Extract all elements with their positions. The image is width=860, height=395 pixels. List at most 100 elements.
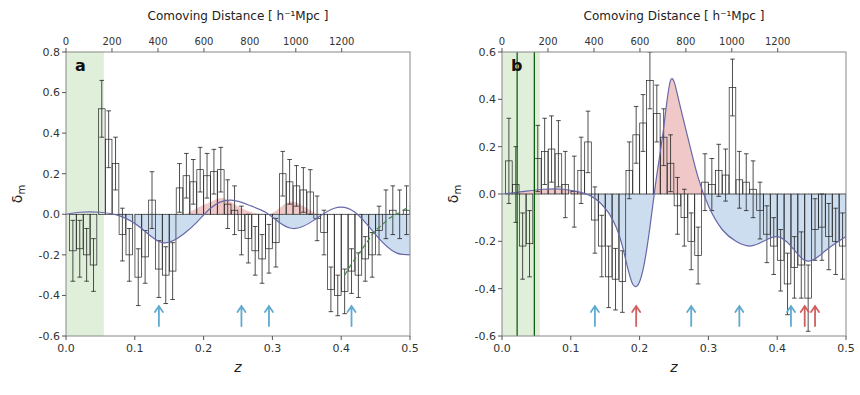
error-bar <box>758 182 763 239</box>
top-x-tick <box>66 48 67 52</box>
y-tick <box>62 336 66 337</box>
fill-below-zero <box>66 214 410 255</box>
error-bar <box>404 186 409 235</box>
error-bar <box>113 137 118 190</box>
error-bar <box>280 151 285 196</box>
y-axis-label: δm <box>9 185 27 203</box>
x-tick-label: 0.0 <box>57 342 75 355</box>
y-tick <box>498 288 502 289</box>
error-bar <box>556 121 561 187</box>
error-bar <box>170 243 175 300</box>
y-tick <box>62 295 66 296</box>
top-x-tick <box>502 48 503 52</box>
y-tick-label: 0.0 <box>479 188 497 201</box>
smooth-line <box>66 200 410 255</box>
x-tick-label: 0.1 <box>562 342 580 355</box>
y-tick <box>498 146 502 147</box>
top-x-tick <box>111 48 112 52</box>
error-bar <box>91 239 96 292</box>
error-bar <box>136 249 141 306</box>
arrow <box>155 306 163 326</box>
error-bar <box>751 161 756 218</box>
error-bar <box>84 228 89 281</box>
error-bar <box>363 237 368 282</box>
x-tick-label: 0.3 <box>264 342 282 355</box>
error-bar <box>627 142 632 199</box>
error-bar <box>370 233 375 278</box>
top-x-tick <box>639 48 640 52</box>
y-tick-label: 0.4 <box>43 127 61 140</box>
error-bar <box>198 147 203 192</box>
error-bar <box>349 249 354 294</box>
error-bar <box>267 224 272 273</box>
error-bar <box>294 166 299 207</box>
error-bar <box>274 218 279 267</box>
error-bar <box>150 172 155 229</box>
top-x-tick <box>249 48 250 52</box>
x-tick <box>410 336 411 340</box>
y-tick-label: 0.8 <box>43 46 61 59</box>
top-x-tick-label: 800 <box>676 36 695 47</box>
error-bar <box>507 118 512 203</box>
error-bar <box>342 269 347 314</box>
error-bar <box>840 213 845 279</box>
error-bar <box>71 220 76 281</box>
error-bar <box>668 135 673 192</box>
arrow <box>811 306 819 326</box>
y-tick <box>498 241 502 242</box>
shaded-region <box>502 52 540 336</box>
top-x-tick-label: 200 <box>102 36 121 47</box>
error-bar <box>744 154 749 211</box>
y-tick-label: 0.6 <box>479 46 497 59</box>
smooth-line <box>502 79 846 287</box>
x-tick-label: 0.4 <box>768 342 786 355</box>
x-tick <box>66 336 67 340</box>
y-tick <box>498 52 502 53</box>
y-tick-label: -0.4 <box>39 289 60 302</box>
arrow <box>591 306 599 326</box>
top-x-axis-label: Comoving Distance [ h⁻¹Mpc ] <box>584 9 765 23</box>
error-bar <box>163 247 168 304</box>
top-x-tick <box>593 48 594 52</box>
x-tick-label: 0.0 <box>493 342 511 355</box>
x-tick-label: 0.3 <box>700 342 718 355</box>
plot-frame <box>66 52 410 336</box>
error-bar <box>730 59 735 116</box>
error-bar <box>397 190 402 239</box>
error-bar <box>765 206 770 263</box>
y-tick-label: -0.6 <box>475 330 496 343</box>
y-tick-label: 0.0 <box>43 208 61 221</box>
error-bar <box>833 208 838 274</box>
error-bar <box>77 220 82 277</box>
error-bar <box>212 149 217 194</box>
x-tick <box>708 336 709 340</box>
x-tick-label: 0.5 <box>401 342 419 355</box>
error-bar <box>710 159 715 211</box>
top-x-tick-label: 0 <box>499 36 505 47</box>
error-bar <box>335 275 340 316</box>
error-bar <box>356 253 361 298</box>
y-tick <box>498 99 502 100</box>
error-bar <box>813 199 818 261</box>
top-x-tick <box>295 48 296 52</box>
error-bar <box>689 213 694 270</box>
error-bar <box>127 228 132 281</box>
x-axis-label: z <box>233 359 242 375</box>
y-tick-label: -0.6 <box>39 330 60 343</box>
arrow <box>801 306 809 326</box>
arrow <box>735 306 743 326</box>
top-x-tick-label: 1200 <box>329 36 354 47</box>
top-x-tick-label: 1000 <box>719 36 744 47</box>
error-bar <box>696 227 701 284</box>
error-bar <box>99 80 104 137</box>
error-bar <box>654 85 659 142</box>
error-bar <box>799 232 804 298</box>
y-tick <box>62 133 66 134</box>
error-bar <box>723 149 728 201</box>
error-bar <box>301 168 306 213</box>
error-bar <box>205 153 210 198</box>
error-bar <box>287 160 292 205</box>
y-tick <box>62 214 66 215</box>
error-bar <box>586 111 591 173</box>
top-x-tick-label: 600 <box>630 36 649 47</box>
